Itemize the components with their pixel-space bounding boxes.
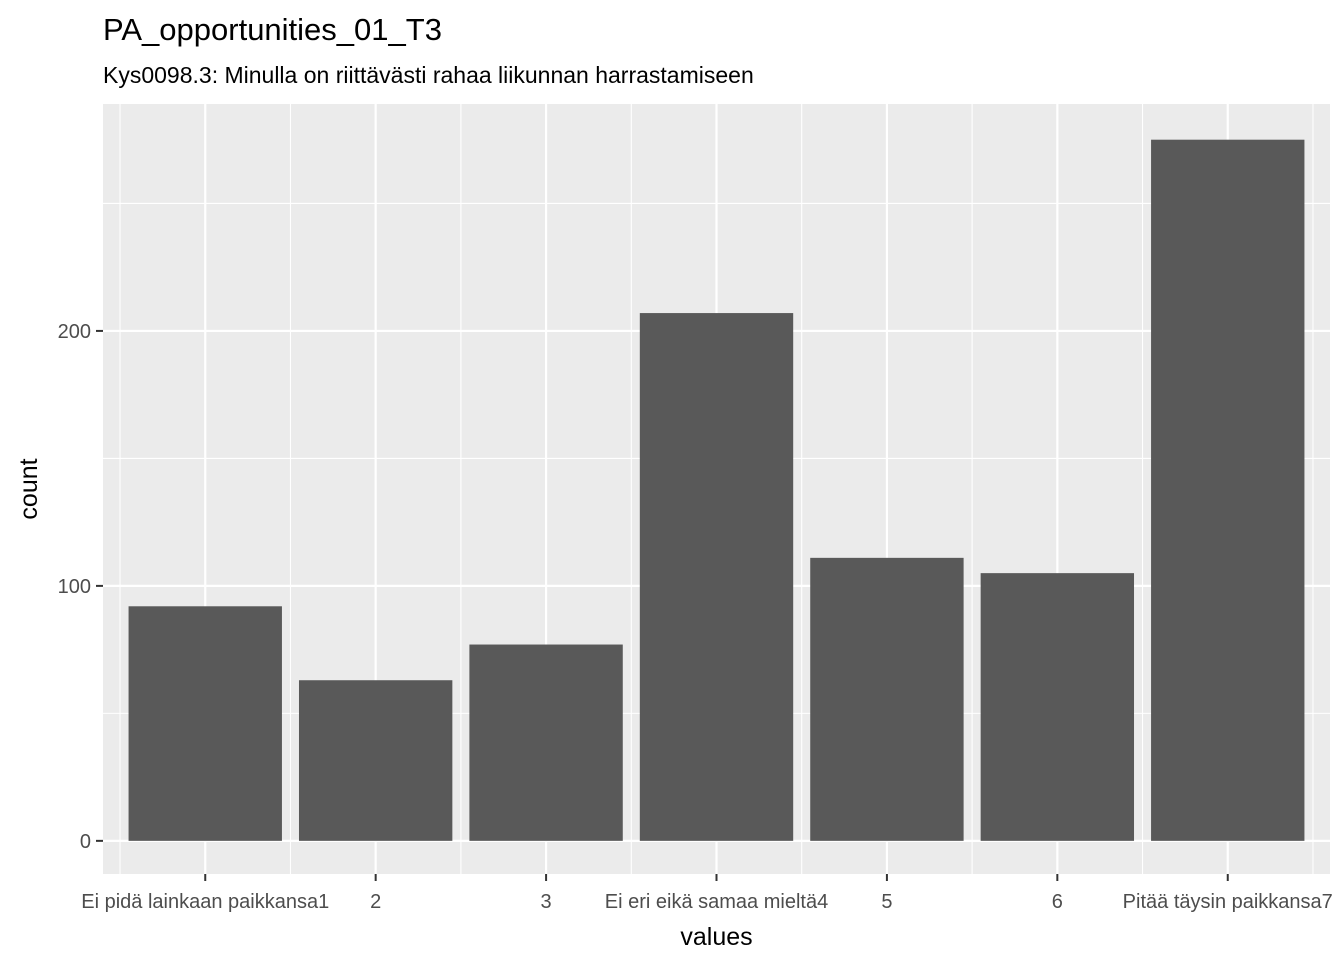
bar	[128, 606, 282, 841]
x-axis: Ei pidä lainkaan paikkansa1 2 3 Ei eri eikä…	[81, 874, 1333, 913]
x-tick-label: 3	[541, 891, 552, 913]
chart-subtitle: Kys0098.3: Minulla on riittävästi rahaa …	[103, 62, 754, 88]
y-tick-label: 100	[58, 576, 91, 598]
y-axis-title: count	[15, 458, 43, 519]
x-tick-label: 6	[1052, 891, 1063, 913]
x-tick-label: 2	[370, 891, 381, 913]
bar	[980, 573, 1135, 841]
y-axis: 0 100 200	[58, 321, 103, 853]
x-tick-label: Pitää täysin paikkansa7	[1123, 891, 1333, 913]
y-tick-label: 200	[58, 321, 91, 343]
bar	[298, 680, 453, 841]
y-tick-label: 0	[80, 831, 91, 853]
chart-title: PA_opportunities_01_T3	[103, 12, 442, 47]
bar	[639, 313, 794, 841]
x-tick-label: Ei pidä lainkaan paikkansa1	[81, 891, 329, 913]
x-tick-label: 5	[881, 891, 892, 913]
bar	[469, 644, 623, 841]
bars	[128, 139, 1305, 841]
bar	[810, 557, 964, 841]
bar	[1151, 139, 1305, 841]
x-axis-title: values	[680, 923, 752, 951]
x-tick-label: Ei eri eikä samaa mieltä4	[605, 891, 828, 913]
